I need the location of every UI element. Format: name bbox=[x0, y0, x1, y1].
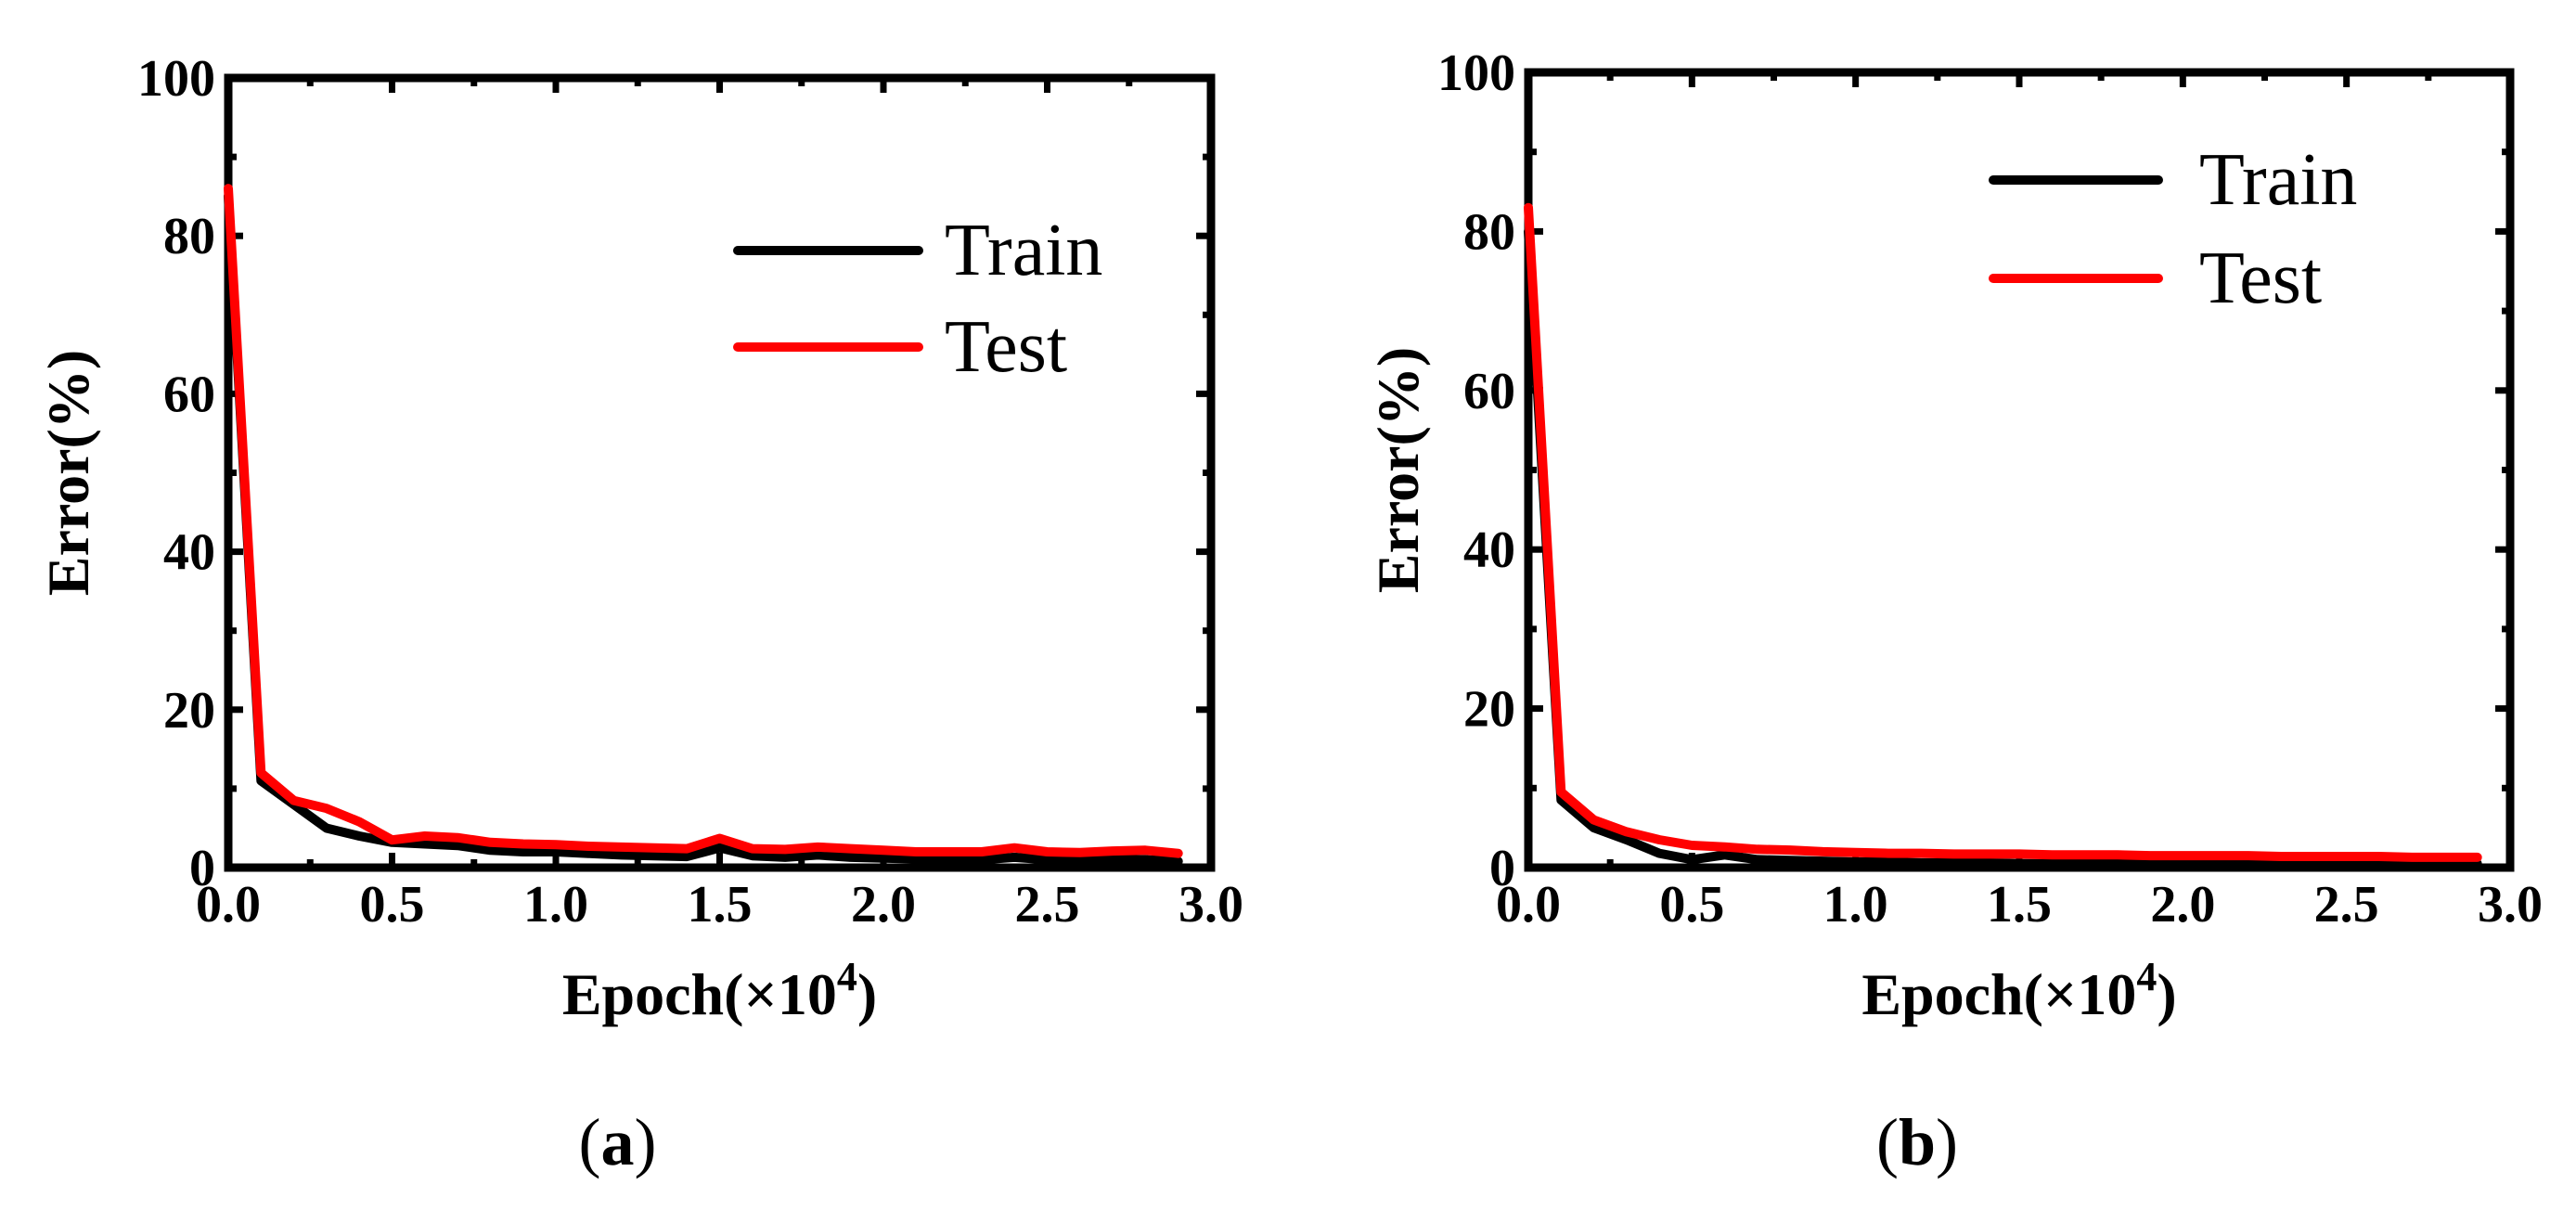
x-tick-label: 3.0 bbox=[1179, 876, 1243, 933]
x-tick-label: 0.5 bbox=[1659, 876, 1724, 933]
x-tick-label: 1.0 bbox=[523, 876, 588, 933]
plot-frame bbox=[224, 73, 1216, 872]
panel-label-close: ) bbox=[635, 1105, 657, 1179]
panel-label-letter: b bbox=[1899, 1105, 1936, 1179]
x-tick-label: 3.0 bbox=[2478, 876, 2543, 933]
x-axis-label: Epoch(×104) bbox=[1861, 954, 2176, 1027]
x-tick-label: 0.5 bbox=[360, 876, 425, 933]
panel-label-letter: a bbox=[601, 1105, 635, 1179]
y-tick-label: 0 bbox=[189, 840, 215, 897]
series-line-train bbox=[224, 191, 1183, 867]
y-tick-label: 60 bbox=[163, 366, 215, 423]
x-axis-label-close: ) bbox=[2157, 961, 2176, 1027]
legend-label-train: Train bbox=[2199, 139, 2357, 221]
panel-label-close: ) bbox=[1936, 1105, 1958, 1179]
x-tick-label: 2.0 bbox=[2150, 876, 2215, 933]
y-axis-label: Error(%) bbox=[35, 350, 101, 596]
x-axis-label: Epoch(×104) bbox=[562, 954, 877, 1027]
x-tick-label: 2.5 bbox=[1015, 876, 1080, 933]
x-tick-label: 2.5 bbox=[2314, 876, 2379, 933]
panel-label: (a) bbox=[579, 1105, 657, 1179]
x-tick-label: 1.0 bbox=[1823, 876, 1888, 933]
x-axis-label-main: Epoch(×10 bbox=[562, 961, 837, 1027]
y-tick-label: 40 bbox=[1463, 521, 1515, 579]
y-tick-label: 80 bbox=[1463, 203, 1515, 261]
legend-label-test: Test bbox=[945, 306, 1067, 388]
plot-frame bbox=[1524, 68, 2515, 872]
x-axis-label-main: Epoch(×10 bbox=[1861, 961, 2136, 1027]
panel-label-open: ( bbox=[579, 1105, 601, 1179]
x-tick-label: 0.0 bbox=[196, 876, 261, 933]
y-tick-label: 20 bbox=[1463, 681, 1515, 739]
x-tick-label: 0.0 bbox=[1496, 876, 1561, 933]
y-tick-label: 80 bbox=[163, 208, 215, 265]
legend-label-train: Train bbox=[945, 210, 1102, 291]
panel-label-open: ( bbox=[1876, 1105, 1899, 1179]
y-axis-label: Error(%) bbox=[1365, 347, 1431, 593]
x-tick-label: 1.5 bbox=[1987, 876, 2052, 933]
x-axis-label-close: ) bbox=[857, 961, 877, 1027]
y-tick-label: 60 bbox=[1463, 363, 1515, 420]
x-axis-label-exponent: 4 bbox=[837, 954, 857, 999]
y-tick-label: 0 bbox=[1489, 840, 1515, 897]
y-tick-label: 100 bbox=[1437, 45, 1515, 102]
y-tick-label: 40 bbox=[163, 524, 215, 582]
legend-label-test: Test bbox=[2199, 238, 2322, 319]
y-tick-label: 100 bbox=[137, 50, 215, 108]
x-tick-label: 2.0 bbox=[851, 876, 916, 933]
chart-panel-b: 0 20 40 60 80 100 0.0 0.5 1.0 1.5 2.0 2.5 3.0 Train Te… bbox=[1365, 45, 2543, 1179]
series-line-test bbox=[224, 184, 1183, 858]
series-line-test bbox=[1524, 202, 2482, 862]
panel-label: (b) bbox=[1876, 1105, 1958, 1179]
x-tick-label: 1.5 bbox=[688, 876, 753, 933]
x-axis-label-exponent: 4 bbox=[2136, 954, 2157, 999]
chart-panel-a: 0 20 40 60 80 100 0.0 0.5 1.0 1.5 2.0 2.5 3.0 Train Te… bbox=[35, 50, 1243, 1179]
y-tick-label: 20 bbox=[163, 682, 215, 740]
series-line-train bbox=[1524, 226, 2482, 869]
